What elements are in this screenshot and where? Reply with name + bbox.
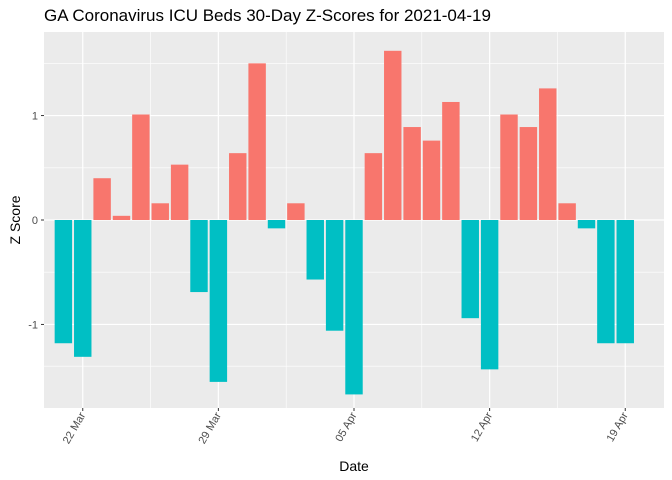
bar — [306, 220, 324, 280]
bar — [248, 63, 266, 221]
bar — [132, 114, 150, 220]
bar — [442, 101, 460, 220]
bar — [112, 215, 131, 220]
bar — [500, 114, 518, 220]
bar — [287, 203, 305, 220]
bar — [461, 220, 479, 319]
bar — [422, 140, 441, 220]
bar — [577, 220, 596, 229]
bar — [345, 220, 363, 395]
bar — [54, 220, 73, 344]
bar — [267, 220, 286, 229]
bar — [190, 220, 208, 293]
bar — [384, 50, 402, 220]
x-axis: 22 Mar 29 Mar 05 Apr 12 Apr 19 Apr — [61, 408, 631, 446]
x-axis-label: Date — [339, 458, 369, 474]
y-tick-label: 0 — [32, 215, 38, 227]
bar — [151, 203, 169, 220]
bar — [364, 153, 383, 220]
bar — [209, 220, 228, 382]
bar — [229, 153, 247, 220]
chart-title: GA Coronavirus ICU Beds 30-Day Z-Scores … — [44, 6, 491, 25]
x-tick-label: 29 Mar — [196, 410, 224, 446]
bar — [597, 220, 615, 344]
y-axis-label: Z Score — [7, 195, 23, 244]
bar — [616, 220, 634, 344]
y-tick-label: -1 — [28, 319, 38, 331]
bar — [539, 88, 557, 221]
bar — [93, 178, 111, 220]
bar — [558, 203, 576, 220]
bar — [170, 164, 189, 220]
y-tick-label: 1 — [32, 111, 38, 123]
x-tick-label: 05 Apr — [333, 410, 359, 444]
x-tick-label: 22 Mar — [61, 410, 89, 446]
bar — [519, 127, 538, 220]
x-tick-label: 19 Apr — [605, 410, 631, 444]
x-tick-label: 12 Apr — [469, 410, 495, 444]
bar — [74, 220, 92, 357]
bar — [480, 220, 499, 370]
bars — [54, 50, 634, 395]
bar — [325, 220, 344, 331]
y-axis: -1 0 1 — [28, 111, 44, 331]
bar — [403, 127, 421, 220]
